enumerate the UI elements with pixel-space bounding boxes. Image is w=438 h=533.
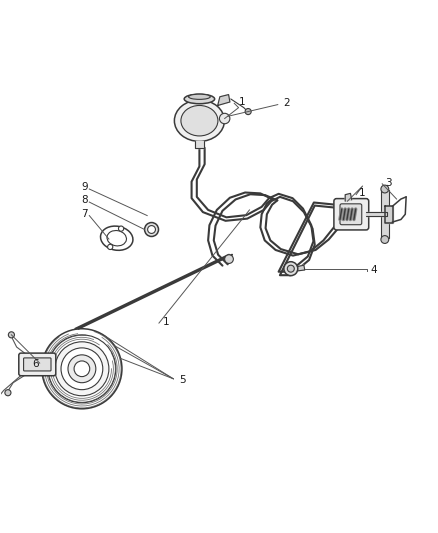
Text: 6: 6 [32,359,39,369]
Circle shape [68,355,96,383]
Circle shape [381,236,389,244]
Text: 4: 4 [371,264,377,274]
Text: 1: 1 [239,96,245,107]
Circle shape [108,244,113,249]
FancyBboxPatch shape [19,353,56,376]
Text: 2: 2 [283,98,290,108]
Circle shape [42,329,122,409]
Bar [381,190,389,238]
Circle shape [5,390,11,396]
FancyBboxPatch shape [340,204,362,225]
Circle shape [219,114,230,124]
Circle shape [118,226,124,231]
Text: 8: 8 [81,196,88,205]
Ellipse shape [184,94,215,104]
Polygon shape [298,265,305,271]
Circle shape [61,348,103,390]
Ellipse shape [181,106,218,136]
Circle shape [381,185,389,193]
Text: 9: 9 [81,182,88,192]
Polygon shape [385,206,393,223]
Ellipse shape [174,100,224,141]
Circle shape [48,335,116,403]
Circle shape [145,223,159,237]
Circle shape [245,109,251,115]
Polygon shape [218,94,230,106]
Text: 7: 7 [81,209,88,219]
Ellipse shape [188,94,210,99]
Circle shape [55,342,109,396]
Circle shape [284,262,298,276]
Circle shape [8,332,14,338]
FancyBboxPatch shape [24,358,51,371]
Circle shape [225,255,233,263]
Circle shape [148,225,155,233]
Polygon shape [345,193,352,201]
Text: 3: 3 [385,177,392,188]
FancyBboxPatch shape [334,199,369,230]
Circle shape [74,361,90,377]
Text: 1: 1 [162,317,169,327]
Text: 1: 1 [359,189,366,198]
Polygon shape [366,212,387,216]
Ellipse shape [100,226,133,251]
Polygon shape [195,141,204,148]
Ellipse shape [107,230,127,246]
Circle shape [287,265,294,272]
Text: 5: 5 [179,375,186,385]
